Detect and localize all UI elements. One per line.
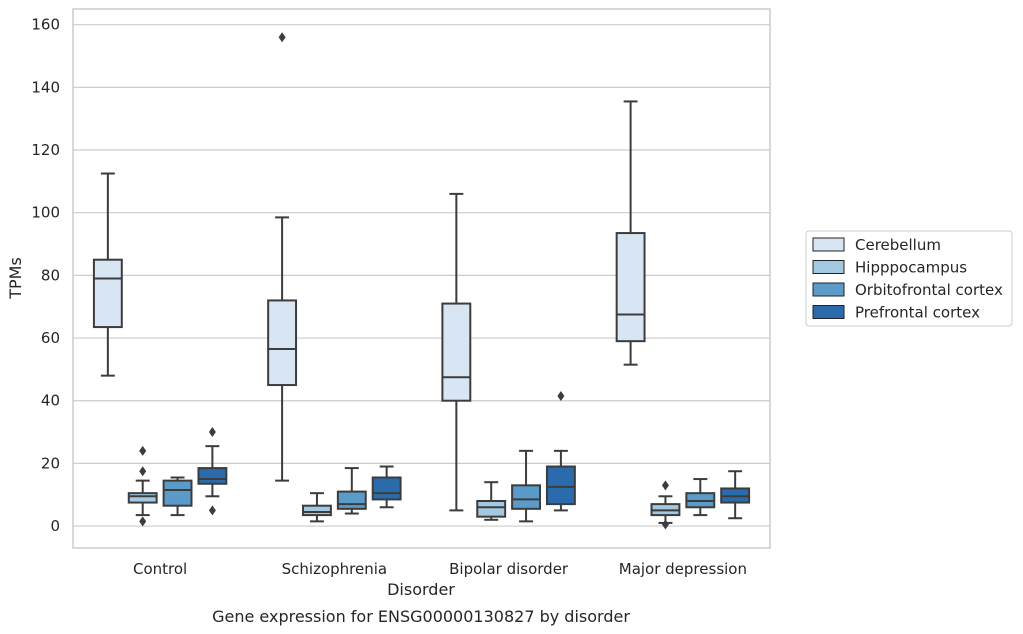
box-body [197,467,228,485]
legend-label: Prefrontal cortex [855,304,980,322]
y-tick-label: 80 [41,266,60,284]
box-body [127,492,158,504]
box-body [162,479,193,507]
y-tick-labels: 0 20 40 60 80 100 120 140 160 [31,16,60,535]
legend-swatch [812,237,845,252]
box-body [615,232,646,343]
box-orbitofrontal-cortex [162,476,193,517]
y-tick-label: 60 [41,329,60,347]
outlier-point [661,519,669,530]
legend-label: Cerebellum [855,236,941,254]
box-prefrontal-cortex [545,391,576,512]
box-body [371,476,402,501]
box-orbitofrontal-cortex [685,478,716,517]
box-prefrontal-cortex [371,465,402,509]
legend: Cerebellum Hipppocampus Orbitofrontal cort… [805,230,1013,327]
outlier-point [139,516,147,527]
legend-swatch [812,260,845,274]
box-body [267,299,298,387]
plot-boxes [92,32,751,530]
y-tick-label: 120 [31,141,60,159]
legend-frame [805,230,1013,327]
legend-swatch [812,282,845,297]
box-cerebellum [441,192,472,512]
box-body [92,258,123,329]
box-body [441,302,472,402]
y-tick-label: 40 [41,392,60,410]
y-tick-label: 100 [31,204,60,222]
y-axis-label: TPMs [6,257,25,300]
outlier-point [139,466,147,477]
y-tick-label: 140 [31,78,60,96]
y-tick-label: 160 [31,16,60,34]
box-hipppocampus [476,481,507,521]
chart-caption: Gene expression for ENSG00000130827 by d… [212,607,630,626]
outlier-point [139,445,147,456]
box-hipppocampus [127,445,158,527]
legend-label: Orbitofrontal cortex [855,281,1003,299]
outlier-point [661,480,669,491]
x-tick-label: Control [133,560,187,578]
box-orbitofrontal-cortex [336,467,367,515]
box-hipppocampus [650,480,681,530]
x-tick-label: Schizophrenia [282,560,387,578]
box-prefrontal-cortex [720,470,751,520]
legend-label: Hipppocampus [855,259,967,277]
box-body [302,504,332,517]
x-tick-label: Major depression [619,560,747,578]
legend-swatch [812,305,845,319]
box-cerebellum [615,100,646,366]
outlier-point [557,391,565,402]
box-hipppocampus [302,492,332,523]
box-body [511,484,541,510]
box-body [545,465,576,506]
x-tick-labels: Control Schizophrenia Bipolar disorder Majo… [133,560,747,578]
plot-frame [72,8,771,549]
outlier-point [208,427,216,438]
box-cerebellum [92,172,123,377]
box-cerebellum [267,32,298,482]
outlier-point [278,32,286,43]
y-tick-label: 20 [41,454,60,472]
outlier-point [208,505,216,516]
box-body [476,499,507,518]
box-orbitofrontal-cortex [511,449,541,523]
x-tick-label: Bipolar disorder [449,560,569,578]
x-axis-label: Disorder [387,580,455,599]
box-prefrontal-cortex [197,427,228,516]
box-body [336,490,367,510]
y-gridlines [73,24,770,527]
y-tick-label: 0 [50,517,60,535]
